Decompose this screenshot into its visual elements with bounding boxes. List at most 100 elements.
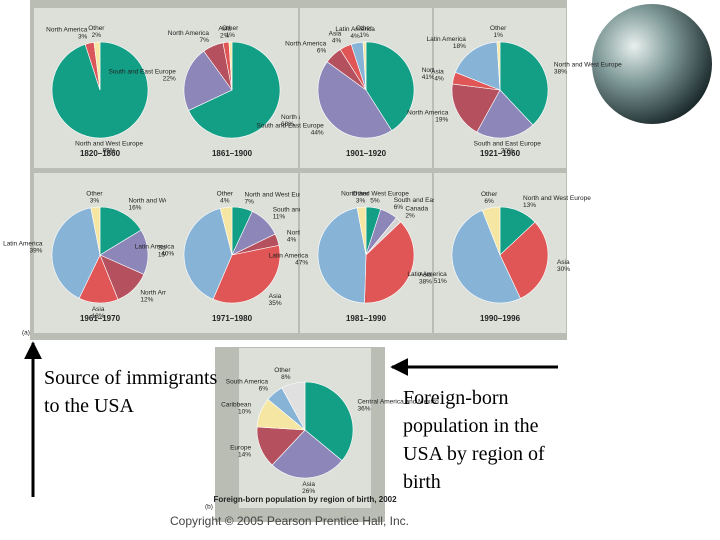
- slice-category: Latin America: [3, 240, 43, 247]
- slice-category: North and West Europe: [341, 190, 409, 197]
- pie-slice: [271, 429, 343, 479]
- slice-category: Latin America: [427, 36, 467, 43]
- pie-title: 1981–1990: [346, 314, 387, 323]
- slice-label: Asia 26%: [302, 481, 315, 495]
- slice-category: Asia: [419, 271, 432, 278]
- slice-value: 3%: [90, 197, 100, 204]
- slice-value: 19%: [435, 116, 448, 123]
- pie-slice: [356, 206, 367, 256]
- slice-category: Latin America: [135, 243, 175, 250]
- slice-category: North and West Europe: [523, 194, 591, 201]
- slice-label: South and East Europe 20%: [474, 140, 542, 154]
- slice-label: North America 6%: [285, 40, 327, 54]
- pie-slice: [183, 208, 233, 300]
- pie-title: 1861–1900: [212, 149, 253, 158]
- slice-value: 1%: [493, 32, 503, 39]
- slice-label: Other 2%: [88, 25, 105, 39]
- slice-category: Other: [352, 190, 369, 197]
- slice-label: Other 3%: [352, 190, 369, 204]
- slice-label: North and West Europe 13%: [523, 194, 591, 208]
- slice-category: North and West Europe: [554, 61, 622, 68]
- slice-value: 4%: [287, 236, 297, 243]
- pie-slice: [481, 206, 501, 256]
- slice-category: Canada: [405, 205, 428, 212]
- slice-category: Other: [222, 25, 239, 32]
- pie-slice: [188, 41, 281, 139]
- slice-label: Caribbean 10%: [221, 401, 251, 415]
- slice-label: North and West Europe 38%: [554, 61, 622, 75]
- slice-label: North America 12%: [140, 289, 182, 303]
- slice-value: 39%: [29, 247, 42, 254]
- slice-category: Other: [356, 25, 373, 32]
- slice-category: Asia: [302, 481, 315, 488]
- slice-label: Latin America 47%: [269, 252, 309, 266]
- slice-value: 18%: [453, 43, 466, 50]
- panel-label: (a): [22, 330, 30, 337]
- slice-label: Asia 4%: [329, 30, 342, 44]
- slice-label: North America 19%: [407, 109, 449, 123]
- pie-slice: [499, 41, 549, 126]
- slice-category: Central America and Mexico: [357, 398, 439, 405]
- slice-category: South and East Europe: [394, 197, 462, 204]
- slice-value: 47%: [295, 259, 308, 266]
- slice-value: 11%: [273, 213, 286, 220]
- slice-label: Other 4%: [217, 190, 234, 204]
- pie-slice: [496, 41, 501, 91]
- slice-value: 40%: [161, 250, 174, 257]
- pie-slice: [451, 83, 501, 133]
- caption-left: Source of immigrants to the USA: [44, 367, 218, 417]
- slice-value: 51%: [434, 278, 447, 285]
- slice-category: Other: [88, 25, 105, 32]
- slice-label: North and West Europe 5%: [341, 190, 409, 204]
- slice-category: Caribbean: [221, 401, 251, 408]
- slice-label: Other 1%: [490, 25, 507, 39]
- slice-value: 16%: [128, 204, 141, 211]
- slice-value: 68%: [281, 121, 294, 128]
- globe: [592, 4, 712, 124]
- slice-label: Asia 30%: [557, 259, 570, 273]
- slice-label: Other 3%: [86, 190, 103, 204]
- slice-label: Other 1%: [222, 25, 239, 39]
- slice-value: 3%: [78, 33, 88, 40]
- slice-label: South and East Europe 6%: [394, 197, 462, 211]
- pie-slice: [219, 206, 233, 256]
- pie-slice: [364, 221, 415, 304]
- slice-category: North and West Europe: [128, 197, 196, 204]
- slice-category: Other: [86, 190, 103, 197]
- slice-value: 1%: [225, 32, 235, 39]
- slice-category: North America: [46, 26, 88, 33]
- slice-value: 13%: [523, 201, 536, 208]
- pie-slice: [99, 206, 142, 256]
- slice-value: 2%: [220, 32, 230, 39]
- slice-label: Latin America 51%: [407, 271, 447, 285]
- slice-label: Latin America 39%: [3, 240, 43, 254]
- pie-slice: [362, 41, 367, 91]
- slice-label: Asia 38%: [419, 271, 432, 285]
- slice-category: North and West Europe: [75, 140, 143, 147]
- slice-label: South and East Europe 44%: [257, 122, 325, 136]
- slice-value: 6%: [259, 385, 269, 392]
- slice-label: South America 6%: [226, 378, 269, 392]
- slice-value: 95%: [103, 147, 116, 154]
- slice-label: Asia 35%: [269, 293, 282, 307]
- slice-label: Asia 13%: [92, 306, 105, 320]
- slice-value: 30%: [557, 266, 570, 273]
- slice-value: 38%: [554, 68, 567, 75]
- slice-category: Asia: [431, 68, 444, 75]
- slice-label: Canada 2%: [405, 205, 428, 219]
- slice-category: North America: [168, 29, 210, 36]
- slice-value: 3%: [356, 197, 366, 204]
- slice-value: 6%: [317, 47, 327, 54]
- slice-category: Latin America: [407, 271, 447, 278]
- pie-title: 1971–1980: [212, 314, 253, 323]
- slice-label: Europe 14%: [230, 444, 251, 458]
- pie-title: 1820–1860: [80, 149, 121, 158]
- pie-slice: [51, 207, 101, 299]
- pie-title: 1961–1970: [80, 314, 121, 323]
- slice-category: South and East Europe: [257, 122, 325, 129]
- slice-category: Latin America: [269, 252, 309, 259]
- pie-slice: [476, 89, 534, 139]
- pie-slice: [499, 221, 549, 299]
